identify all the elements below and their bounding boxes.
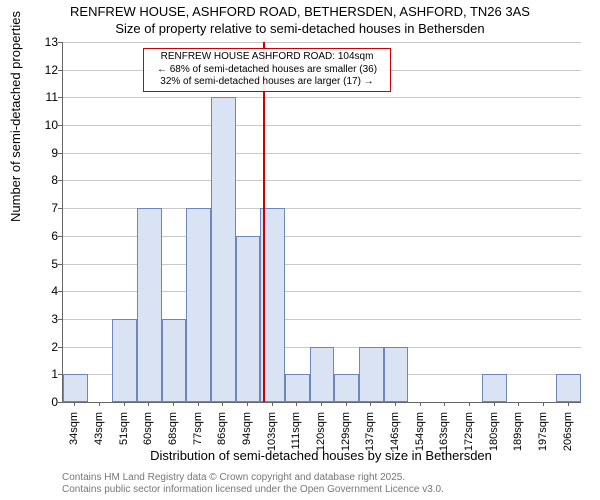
y-tick-label: 10 (40, 118, 58, 132)
footer-line1: Contains HM Land Registry data © Crown c… (62, 472, 444, 484)
annotation-line: RENFREW HOUSE ASHFORD ROAD: 104sqm (148, 51, 386, 64)
histogram-bar (384, 347, 409, 402)
histogram-bar (63, 374, 88, 402)
x-tick-mark (198, 402, 199, 406)
y-tick-label: 12 (40, 63, 58, 77)
plot-area: RENFREW HOUSE ASHFORD ROAD: 104sqm← 68% … (62, 42, 581, 403)
x-tick-mark (222, 402, 223, 406)
x-tick-mark (321, 402, 322, 406)
histogram-bar (211, 97, 236, 402)
x-tick-mark (370, 402, 371, 406)
x-tick-mark (148, 402, 149, 406)
x-tick-mark (346, 402, 347, 406)
footer-attribution: Contains HM Land Registry data © Crown c… (62, 472, 444, 496)
x-tick-mark (543, 402, 544, 406)
x-tick-mark (173, 402, 174, 406)
x-tick-mark (296, 402, 297, 406)
x-tick-mark (124, 402, 125, 406)
y-tick-label: 5 (40, 257, 58, 271)
x-tick-mark (247, 402, 248, 406)
histogram-bar (236, 236, 261, 402)
histogram-bar (359, 347, 384, 402)
y-tick-label: 8 (40, 173, 58, 187)
annotation-line: 32% of semi-detached houses are larger (… (148, 76, 386, 89)
y-tick-label: 0 (40, 395, 58, 409)
x-tick-mark (99, 402, 100, 406)
x-axis-label: Distribution of semi-detached houses by … (62, 448, 580, 463)
y-tick-label: 4 (40, 284, 58, 298)
y-tick-label: 7 (40, 201, 58, 215)
chart-container: Number of semi-detached properties 01234… (0, 38, 600, 458)
x-tick-mark (395, 402, 396, 406)
histogram-bar (112, 319, 137, 402)
x-tick-mark (518, 402, 519, 406)
histogram-bar (285, 374, 310, 402)
histogram-bar (556, 374, 581, 402)
histogram-bar (137, 208, 162, 402)
gridline (63, 97, 581, 98)
y-tick-label: 1 (40, 367, 58, 381)
y-tick-label: 11 (40, 90, 58, 104)
y-tick-label: 13 (40, 35, 58, 49)
footer-line2: Contains public sector information licen… (62, 484, 444, 496)
annotation-line: ← 68% of semi-detached houses are smalle… (148, 64, 386, 77)
gridline (63, 153, 581, 154)
x-tick-mark (494, 402, 495, 406)
x-tick-mark (74, 402, 75, 406)
y-tick-label: 9 (40, 146, 58, 160)
gridline (63, 180, 581, 181)
histogram-bar (310, 347, 335, 402)
y-tick-label: 6 (40, 229, 58, 243)
gridline (63, 42, 581, 43)
page-title-line1: RENFREW HOUSE, ASHFORD ROAD, BETHERSDEN,… (0, 0, 600, 21)
annotation-box: RENFREW HOUSE ASHFORD ROAD: 104sqm← 68% … (143, 48, 391, 92)
x-tick-mark (469, 402, 470, 406)
page-title-line2: Size of property relative to semi-detach… (0, 21, 600, 38)
reference-line (263, 42, 265, 402)
histogram-bar (186, 208, 211, 402)
y-axis-label: Number of semi-detached properties (8, 11, 23, 222)
y-tick-label: 2 (40, 340, 58, 354)
x-tick-mark (444, 402, 445, 406)
histogram-bar (162, 319, 187, 402)
gridline (63, 125, 581, 126)
y-tick-label: 3 (40, 312, 58, 326)
x-tick-mark (272, 402, 273, 406)
histogram-bar (482, 374, 507, 402)
x-tick-mark (420, 402, 421, 406)
histogram-bar (334, 374, 359, 402)
x-tick-mark (568, 402, 569, 406)
